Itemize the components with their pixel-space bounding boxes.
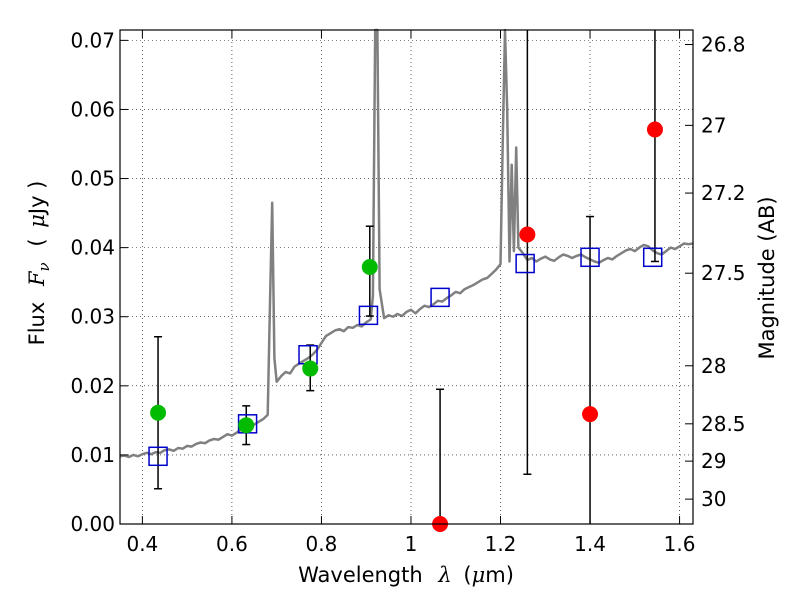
plot-area — [119, 28, 694, 532]
y-tick-label-2: 0.02 — [70, 374, 115, 398]
x-tick-label-5: 1.4 — [574, 532, 606, 556]
y2-tick-label-5: 28.5 — [701, 412, 746, 436]
y2-tick-label-2: 27.2 — [701, 181, 746, 205]
y-tick-label-6: 0.06 — [70, 97, 115, 121]
y2-axis-ticks: 26.8 27 27.2 27.5 28 28.5 29 30 — [685, 33, 746, 511]
model-square-3 — [358, 305, 379, 326]
y2-axis-label: Magnitude (AB) — [755, 196, 779, 359]
model-square-0 — [148, 446, 168, 467]
y2-tick-label-4: 28 — [701, 354, 726, 378]
nondetected-point-1 — [519, 226, 536, 243]
y2-tick-label-1: 27 — [701, 113, 726, 137]
y-tick-label-7: 0.07 — [70, 28, 115, 52]
grid-lines — [120, 30, 693, 525]
detected-point-2 — [302, 360, 319, 377]
y-axis-label-unit-open: ( — [25, 238, 49, 246]
y-tick-label-1: 0.01 — [70, 443, 115, 467]
x-axis-label-symbol: λ — [437, 563, 451, 587]
model-square-5 — [515, 253, 535, 274]
y2-tick-label-0: 26.8 — [701, 33, 746, 57]
x-tick-label-3: 1 — [405, 532, 418, 556]
model-photometry-squares — [148, 247, 663, 467]
x-tick-label-0: 0.4 — [126, 532, 158, 556]
x-tick-label-6: 1.6 — [664, 532, 696, 556]
x-tick-label-4: 1.2 — [485, 532, 517, 556]
y2-tick-label-6: 29 — [701, 449, 726, 473]
y-tick-label-5: 0.05 — [70, 167, 115, 191]
y-axis-label-subscript: ν — [35, 262, 53, 271]
y-axis-label-symbol: F — [25, 270, 49, 287]
x-axis-label-unit-rest: m) — [485, 563, 514, 587]
x-tick-label-1: 0.6 — [216, 532, 248, 556]
model-square-7 — [642, 247, 663, 268]
x-tick-label-2: 0.8 — [306, 532, 338, 556]
observed-photometry-points — [150, 121, 663, 532]
x-axis-label-unit-open: ( — [463, 563, 471, 587]
detected-point-1 — [238, 417, 255, 434]
error-bars — [154, 30, 659, 524]
x-axis-ticks: 0.4 0.6 0.8 1 1.2 1.4 1.6 — [126, 30, 695, 556]
y-tick-label-3: 0.03 — [70, 305, 115, 329]
x-axis-label: Wavelength λ (μm) — [298, 563, 514, 587]
y2-tick-label-3: 27.5 — [701, 261, 746, 285]
x-axis-label-unit-mu: μ — [472, 563, 486, 587]
detected-point-0 — [150, 404, 167, 421]
nondetected-point-3 — [646, 121, 663, 138]
y-axis-label-text: Flux — [25, 302, 49, 346]
y-axis-label-unit-rest: Jy ) — [25, 181, 49, 217]
y-axis-ticks: 0.00 0.01 0.02 0.03 0.04 0.05 0.06 0.07 — [70, 28, 128, 536]
plot-frame — [119, 29, 694, 525]
model-square-4 — [430, 287, 450, 308]
detected-point-3 — [361, 258, 378, 275]
y-axis-label: Flux Fν ( μJy ) — [25, 181, 54, 346]
nondetected-point-2 — [582, 406, 599, 423]
model-spectrum-line — [119, 28, 694, 459]
model-square-6 — [580, 247, 600, 268]
y-tick-label-0: 0.00 — [70, 512, 115, 536]
y2-tick-label-7: 30 — [701, 487, 726, 511]
y-axis-label-unit-mu: μ — [25, 214, 49, 228]
x-axis-label-text: Wavelength — [298, 563, 423, 587]
y-tick-label-4: 0.04 — [70, 236, 115, 260]
